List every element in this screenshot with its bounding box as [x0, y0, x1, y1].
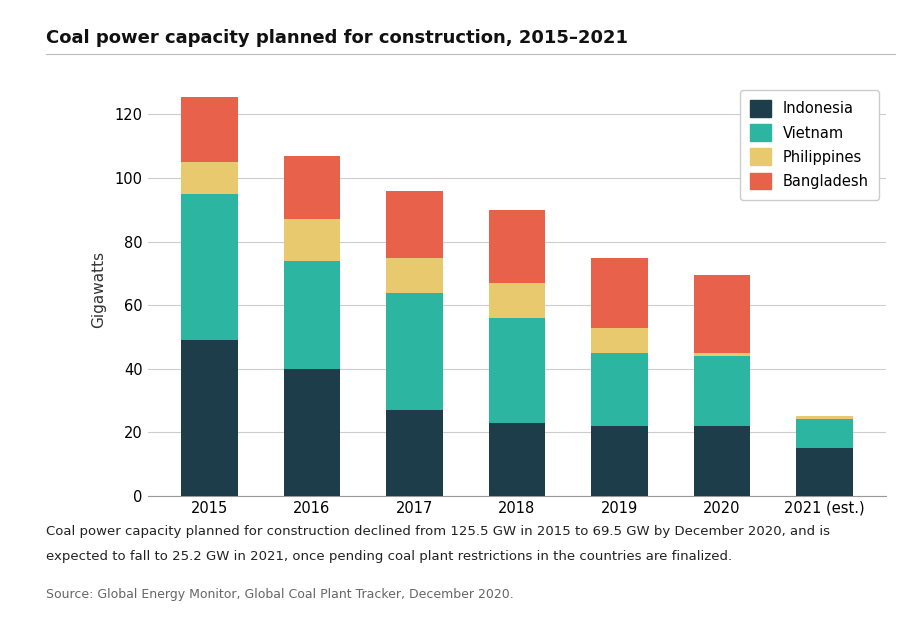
Bar [283, 261, 340, 369]
Bar [283, 219, 340, 261]
Text: expected to fall to 25.2 GW in 2021, once pending coal plant restrictions in the: expected to fall to 25.2 GW in 2021, onc… [46, 550, 732, 563]
Y-axis label: Gigawatts: Gigawatts [91, 251, 106, 328]
Bar [386, 191, 443, 258]
Text: Coal power capacity planned for construction, 2015–2021: Coal power capacity planned for construc… [46, 29, 629, 46]
Bar [591, 328, 648, 353]
Bar [488, 283, 545, 318]
Bar [694, 426, 750, 496]
Bar [181, 97, 237, 162]
Bar [181, 340, 237, 496]
Bar [488, 210, 545, 283]
Bar [386, 293, 443, 410]
Bar [694, 356, 750, 426]
Bar [797, 419, 853, 448]
Bar [797, 448, 853, 496]
Bar [181, 194, 237, 340]
Bar [488, 423, 545, 496]
Bar [591, 258, 648, 328]
Bar [488, 318, 545, 423]
Bar [283, 369, 340, 496]
Bar [694, 353, 750, 356]
Bar [181, 162, 237, 194]
Bar [591, 426, 648, 496]
Legend: Indonesia, Vietnam, Philippines, Bangladesh: Indonesia, Vietnam, Philippines, Banglad… [740, 90, 879, 200]
Text: Coal power capacity planned for construction declined from 125.5 GW in 2015 to 6: Coal power capacity planned for construc… [46, 525, 830, 537]
Bar [694, 275, 750, 353]
Bar [797, 416, 853, 419]
Text: Source: Global Energy Monitor, Global Coal Plant Tracker, December 2020.: Source: Global Energy Monitor, Global Co… [46, 588, 514, 601]
Bar [386, 258, 443, 293]
Bar [591, 353, 648, 426]
Bar [283, 156, 340, 219]
Bar [386, 410, 443, 496]
